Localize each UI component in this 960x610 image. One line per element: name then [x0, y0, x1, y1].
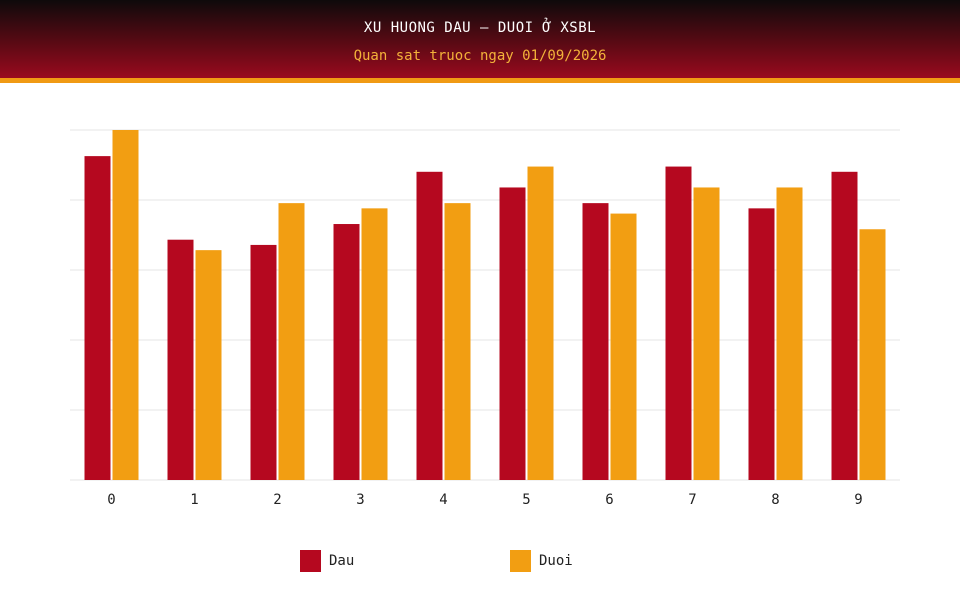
bar-dau-6 [582, 203, 609, 480]
x-tick-label: 1 [190, 492, 198, 508]
bar-duoi-1 [195, 250, 222, 480]
chart-title: XU HUONG DAU – DUOI Ở XSBL [363, 20, 597, 36]
x-tick-label: 3 [356, 492, 364, 508]
bar-dau-1 [167, 239, 194, 480]
bar-dau-0 [84, 156, 111, 481]
legend-item-dau: Dau [300, 548, 354, 574]
bar-duoi-0 [112, 130, 139, 480]
x-tick-label: 8 [771, 492, 779, 508]
x-tick-label: 7 [688, 492, 696, 508]
bar-duoi-6 [610, 213, 637, 480]
x-tick-label: 2 [273, 492, 281, 508]
bar-duoi-9 [859, 229, 886, 480]
bar-dau-9 [831, 171, 858, 480]
bar-dau-8 [748, 208, 775, 480]
x-tick-label: 6 [605, 492, 613, 508]
chart-legend: Dau Duoi [0, 548, 960, 574]
header-accent-stripe [0, 78, 960, 83]
x-tick-label: 5 [522, 492, 530, 508]
x-tick-label: 0 [107, 492, 115, 508]
bar-dau-7 [665, 166, 692, 480]
legend-label-duoi: Duoi [539, 553, 573, 569]
x-tick-label: 4 [439, 492, 447, 508]
bar-dau-5 [499, 187, 526, 480]
legend-item-duoi: Duoi [510, 548, 573, 574]
x-tick-label: 9 [854, 492, 862, 508]
legend-label-dau: Dau [329, 553, 355, 569]
bar-dau-3 [333, 224, 360, 480]
bar-dau-4 [416, 171, 443, 480]
bar-duoi-5 [527, 166, 554, 480]
legend-swatch-dau [300, 550, 321, 572]
chart-subtitle: Quan sat truoc ngay 01/09/2026 [353, 48, 607, 64]
bar-duoi-7 [693, 187, 720, 480]
bar-duoi-3 [361, 208, 388, 480]
bar-duoi-8 [776, 187, 803, 480]
legend-swatch-duoi [510, 550, 531, 572]
bar-dau-2 [250, 244, 277, 480]
bar-duoi-4 [444, 203, 471, 480]
bar-duoi-2 [278, 203, 305, 480]
chart-header [0, 0, 960, 78]
